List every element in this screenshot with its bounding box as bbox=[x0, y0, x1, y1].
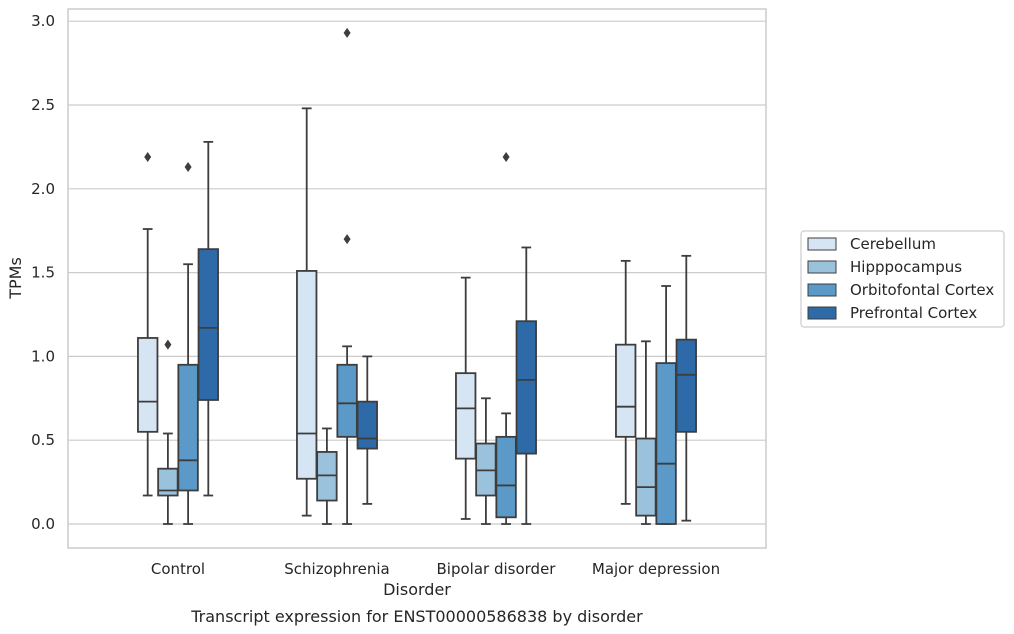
legend-label: Cerebellum bbox=[850, 235, 936, 253]
box-prefrontal-cortex bbox=[197, 140, 219, 497]
legend-label: Prefrontal Cortex bbox=[850, 304, 977, 322]
box-prefrontal-cortex bbox=[675, 254, 697, 522]
box-hipppocampus bbox=[157, 339, 179, 525]
box-orbitofontal-cortex bbox=[177, 162, 199, 525]
box-cerebellum bbox=[137, 151, 159, 497]
box-orbitofontal-cortex bbox=[495, 151, 517, 525]
box-iqr bbox=[675, 338, 697, 433]
legend-swatch bbox=[807, 283, 837, 297]
plot-frame bbox=[67, 8, 767, 549]
box-iqr bbox=[157, 467, 179, 497]
y-tick-label: 0.0 bbox=[31, 515, 55, 533]
y-tick-label: 1.0 bbox=[31, 347, 55, 365]
box-iqr bbox=[515, 320, 537, 455]
box-iqr bbox=[495, 435, 517, 519]
box-iqr bbox=[177, 363, 199, 492]
box-iqr bbox=[615, 343, 637, 438]
outlier-point bbox=[502, 151, 510, 162]
legend-frame bbox=[800, 230, 1005, 328]
outlier-point bbox=[144, 151, 152, 162]
x-tick-label: Major depression bbox=[592, 560, 720, 578]
legend-swatch bbox=[807, 237, 837, 251]
x-tick-label: Bipolar disorder bbox=[437, 560, 557, 578]
x-axis-ticks: Control Schizophrenia Bipolar disorder Majo… bbox=[151, 560, 720, 578]
outlier-point bbox=[164, 339, 172, 350]
box-hipppocampus bbox=[635, 340, 657, 525]
outlier-point bbox=[343, 27, 351, 38]
box-cerebellum bbox=[296, 107, 318, 517]
box-hipppocampus bbox=[316, 427, 338, 525]
y-tick-label: 1.5 bbox=[31, 264, 55, 282]
outlier-point bbox=[343, 234, 351, 245]
box-cerebellum bbox=[615, 259, 637, 505]
x-tick-label: Schizophrenia bbox=[284, 560, 389, 578]
box-cerebellum bbox=[455, 276, 477, 520]
box-iqr bbox=[655, 362, 677, 525]
figure-caption: Transcript expression for ENST0000058683… bbox=[190, 607, 643, 626]
box-iqr bbox=[137, 337, 159, 433]
box-hipppocampus bbox=[475, 397, 497, 525]
box-iqr bbox=[356, 400, 378, 450]
box-iqr bbox=[197, 248, 219, 401]
box-iqr bbox=[296, 270, 318, 480]
legend: Cerebellum Hipppocampus Orbitofontal Corte… bbox=[800, 230, 1005, 328]
box-iqr bbox=[455, 372, 477, 460]
box-orbitofontal-cortex bbox=[655, 285, 677, 525]
y-axis-title: TPMs bbox=[6, 257, 25, 300]
y-tick-label: 3.0 bbox=[31, 12, 55, 30]
y-axis-ticks: 0.0 0.5 1.0 1.5 2.0 2.5 3.0 bbox=[31, 12, 55, 533]
x-tick-label: Control bbox=[151, 560, 205, 578]
box-prefrontal-cortex bbox=[515, 246, 537, 525]
y-tick-label: 2.5 bbox=[31, 96, 55, 114]
legend-label: Orbitofontal Cortex bbox=[850, 281, 994, 299]
box-prefrontal-cortex bbox=[356, 355, 378, 505]
y-tick-label: 2.0 bbox=[31, 180, 55, 198]
box-iqr bbox=[635, 437, 657, 517]
box-plots bbox=[137, 27, 697, 525]
outlier-point bbox=[184, 162, 192, 173]
legend-swatch bbox=[807, 306, 837, 320]
box-orbitofontal-cortex bbox=[336, 27, 358, 525]
x-axis-title: Disorder bbox=[383, 580, 451, 599]
y-tick-label: 0.5 bbox=[31, 431, 55, 449]
legend-swatch bbox=[807, 260, 837, 274]
box-iqr bbox=[336, 363, 358, 438]
legend-label: Hipppocampus bbox=[850, 258, 962, 276]
